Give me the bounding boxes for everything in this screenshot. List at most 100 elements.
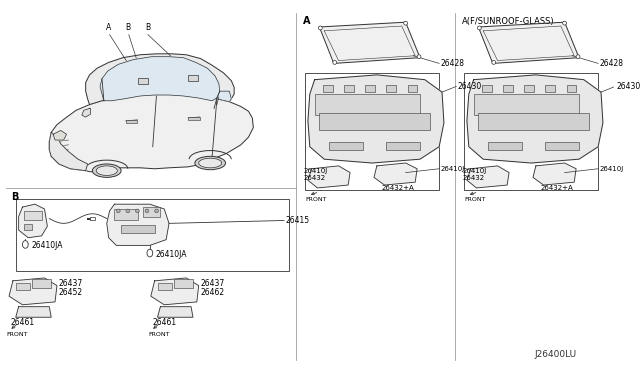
Ellipse shape xyxy=(92,164,121,177)
Bar xyxy=(545,142,579,150)
Bar xyxy=(143,207,161,217)
Text: 26432+A: 26432+A xyxy=(541,185,573,191)
Bar xyxy=(319,113,429,131)
Bar xyxy=(174,279,193,289)
Bar xyxy=(24,224,32,230)
Circle shape xyxy=(492,61,495,64)
Text: FRONT: FRONT xyxy=(305,197,326,202)
Text: 26432: 26432 xyxy=(303,175,325,181)
Polygon shape xyxy=(479,22,579,63)
Text: 26410JA: 26410JA xyxy=(31,241,63,250)
Text: B: B xyxy=(11,192,19,202)
Polygon shape xyxy=(49,132,88,171)
Circle shape xyxy=(333,61,337,64)
Polygon shape xyxy=(319,22,420,63)
Text: 26410JA: 26410JA xyxy=(156,250,187,259)
Bar xyxy=(479,113,589,131)
Bar xyxy=(16,199,289,271)
Ellipse shape xyxy=(147,249,153,257)
Polygon shape xyxy=(374,163,417,185)
Text: 26410J: 26410J xyxy=(462,168,486,174)
Text: 26461: 26461 xyxy=(153,318,177,327)
Bar xyxy=(115,209,138,221)
Text: B: B xyxy=(145,23,150,32)
Bar xyxy=(408,86,417,92)
Bar xyxy=(365,86,375,92)
Text: 26415: 26415 xyxy=(286,216,310,225)
Bar xyxy=(387,86,396,92)
Bar xyxy=(524,86,534,92)
Text: 26432+A: 26432+A xyxy=(381,185,415,191)
Polygon shape xyxy=(533,163,576,185)
Text: 26428: 26428 xyxy=(599,59,623,68)
Bar xyxy=(545,86,555,92)
Bar xyxy=(126,120,138,123)
Text: 26410J: 26410J xyxy=(303,168,328,174)
Polygon shape xyxy=(19,204,47,238)
Polygon shape xyxy=(53,131,67,140)
Text: 26437: 26437 xyxy=(200,279,225,288)
Bar xyxy=(315,94,420,115)
Circle shape xyxy=(576,55,580,59)
Text: 26461: 26461 xyxy=(11,318,35,327)
Ellipse shape xyxy=(195,156,225,170)
Polygon shape xyxy=(82,108,90,117)
Circle shape xyxy=(126,209,130,213)
Polygon shape xyxy=(151,278,198,305)
Bar xyxy=(305,73,439,190)
Bar xyxy=(90,217,95,221)
Bar xyxy=(387,142,420,150)
Bar xyxy=(344,86,354,92)
Text: 26430: 26430 xyxy=(458,82,481,91)
Bar xyxy=(566,86,576,92)
Text: B: B xyxy=(125,23,131,32)
Text: 26410J: 26410J xyxy=(440,166,465,172)
Text: 26432: 26432 xyxy=(462,175,484,181)
Bar xyxy=(323,86,333,92)
Bar xyxy=(474,94,579,115)
Bar xyxy=(16,283,30,291)
Text: J26400LU: J26400LU xyxy=(534,350,576,359)
Polygon shape xyxy=(9,278,57,305)
Text: 26452: 26452 xyxy=(59,288,83,297)
Circle shape xyxy=(477,26,481,30)
Polygon shape xyxy=(107,204,169,246)
Bar xyxy=(482,86,492,92)
Bar xyxy=(464,73,598,190)
Text: 26430: 26430 xyxy=(616,82,640,91)
Text: 26410J: 26410J xyxy=(599,166,623,172)
Bar xyxy=(329,142,362,150)
Bar xyxy=(503,86,513,92)
Polygon shape xyxy=(86,54,234,105)
Circle shape xyxy=(563,21,566,25)
Bar xyxy=(24,211,42,221)
Polygon shape xyxy=(308,166,350,188)
Ellipse shape xyxy=(22,241,28,248)
Bar xyxy=(188,117,200,120)
Circle shape xyxy=(145,209,149,213)
Circle shape xyxy=(404,21,408,25)
Bar xyxy=(138,78,148,83)
Ellipse shape xyxy=(198,158,221,168)
Polygon shape xyxy=(308,75,444,163)
Polygon shape xyxy=(467,75,603,163)
Text: 26462: 26462 xyxy=(200,288,225,297)
Bar xyxy=(157,283,172,291)
Polygon shape xyxy=(467,166,509,188)
Text: FRONT: FRONT xyxy=(6,332,28,337)
Bar xyxy=(32,279,51,289)
Bar xyxy=(488,142,522,150)
Text: A: A xyxy=(303,16,310,26)
Bar xyxy=(188,75,198,81)
Circle shape xyxy=(319,26,323,30)
Text: 26428: 26428 xyxy=(440,59,464,68)
Text: FRONT: FRONT xyxy=(464,197,486,202)
Polygon shape xyxy=(16,307,51,317)
Circle shape xyxy=(155,209,159,213)
Circle shape xyxy=(417,55,421,59)
Polygon shape xyxy=(49,94,253,173)
Text: A(F/SUNROOF-GLASS): A(F/SUNROOF-GLASS) xyxy=(462,17,555,26)
Text: FRONT: FRONT xyxy=(148,332,170,337)
Polygon shape xyxy=(157,307,193,317)
Circle shape xyxy=(136,209,140,213)
